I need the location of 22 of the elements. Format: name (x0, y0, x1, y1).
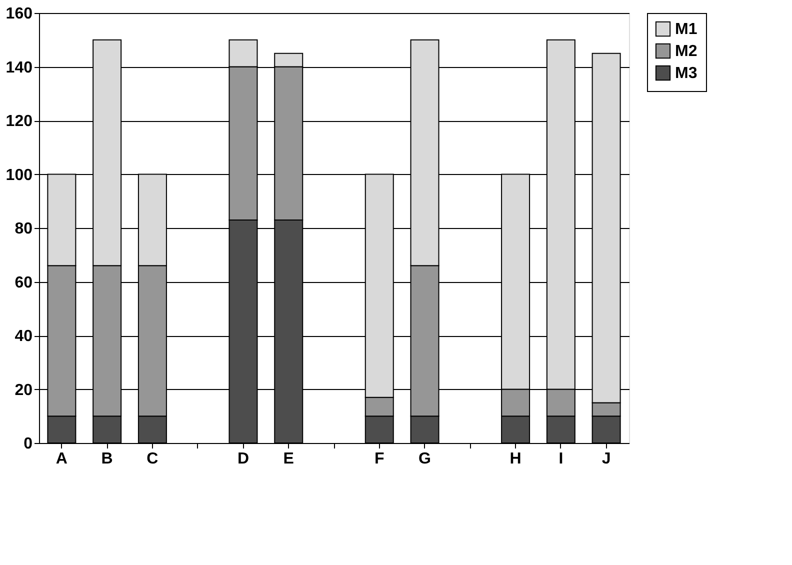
y-tick-label: 120 (6, 113, 33, 130)
y-tick-label: 80 (14, 220, 33, 238)
x-tick-label: D (237, 450, 250, 468)
x-tick-label: J (602, 450, 611, 468)
x-tick-label: G (418, 450, 431, 468)
y-tick-label: 100 (6, 166, 33, 184)
x-tick-label: I (558, 450, 564, 468)
x-tick-label: B (101, 450, 113, 468)
y-tick-label: 160 (6, 6, 33, 22)
x-tick-label: F (374, 450, 384, 468)
legend-label: M3 (675, 65, 698, 82)
y-tick-label: 40 (14, 328, 33, 345)
y-tick-label: 20 (14, 382, 33, 399)
y-tick-label: 60 (14, 274, 33, 292)
x-tick-label: A (56, 450, 68, 468)
legend-label: M1 (675, 21, 698, 38)
y-tick-label: 0 (24, 436, 33, 452)
y-tick-label: 140 (6, 59, 33, 76)
x-tick-label: H (510, 450, 522, 468)
legend-label: M2 (675, 43, 698, 60)
x-tick-label: C (146, 450, 159, 468)
x-tick-label: E (283, 450, 294, 468)
